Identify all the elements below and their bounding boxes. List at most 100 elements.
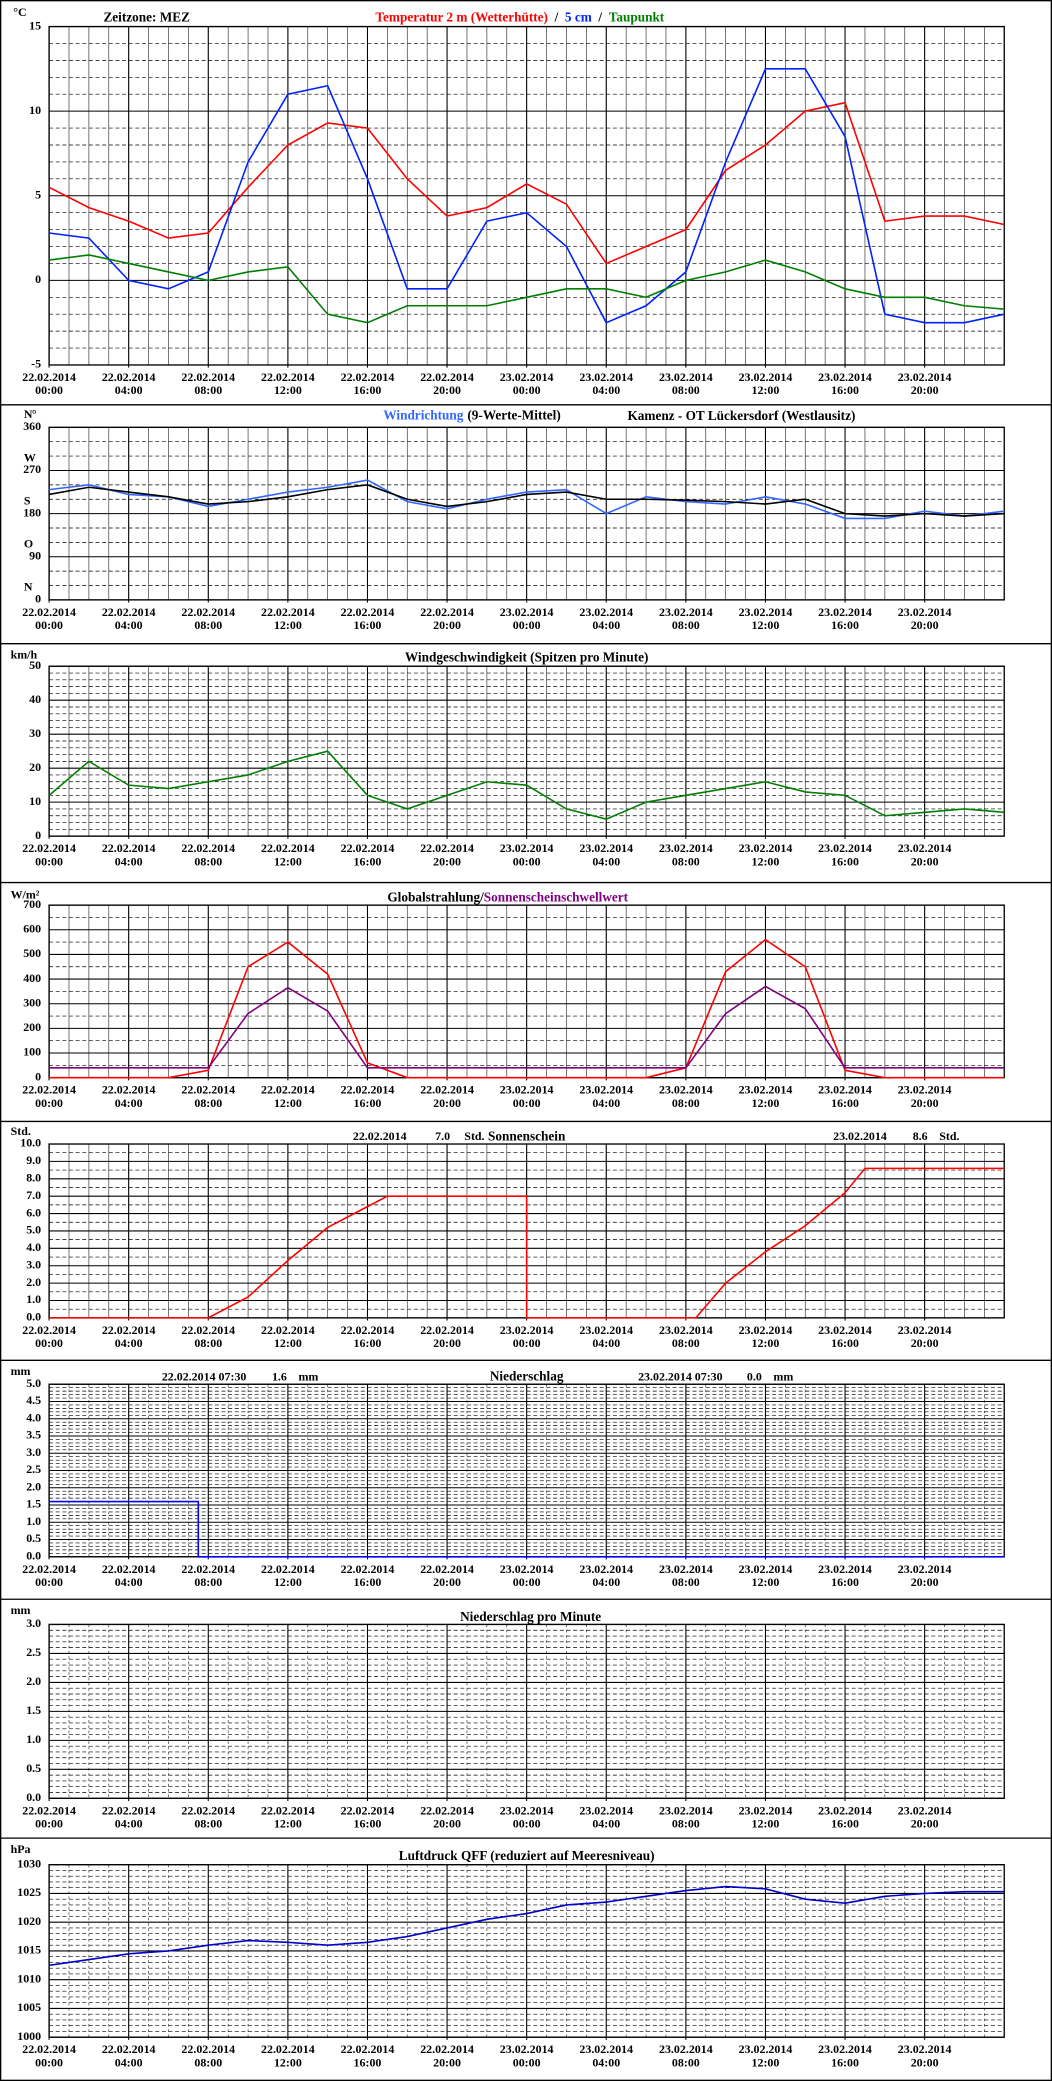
y-tick-label: 4.0 [26,1410,41,1424]
x-tick-label: 22.02.2014 [102,1803,156,1817]
y-tick-label: 1005 [17,2000,41,2014]
y-tick-label: 1.0 [26,1732,41,1746]
x-tick-label: 23.02.2014 [500,1562,554,1576]
data-line [48,750,1005,820]
x-tick-label: 22.02.2014 [181,370,235,384]
x-tick-label: 23.02.2014 [579,1083,633,1097]
annotation: 8.6 [913,1129,928,1143]
x-tick-label: 20:00 [433,1096,461,1110]
y-tick-label: 4.5 [26,1393,41,1407]
x-tick-label: 22.02.2014 [102,605,156,619]
x-tick-label: 00:00 [513,618,541,632]
y-tick-label: 0.0 [26,1310,41,1324]
y-tick-label: 90 [29,548,41,562]
legend-entry: Sonnenscheinschwellwert [484,890,629,905]
x-tick-label: 22.02.2014 [102,1323,156,1337]
compass-label: O [24,537,33,551]
chart-title: Temperatur 2 m (Wetterhütte) / 5 cm / Taupun… [375,10,664,25]
x-tick-label: 23.02.2014 [579,1562,633,1576]
annotation: 7.0 [435,1129,450,1143]
x-tick-label: 23.02.2014 [579,2042,633,2056]
x-tick-label: 08:00 [194,383,222,397]
y-tick-label: 0.5 [26,1761,41,1775]
x-tick-label: 16:00 [831,1336,859,1350]
unit-label: Std. [11,1124,31,1138]
x-tick-label: 04:00 [115,1575,143,1589]
y-tick-label: 2.5 [26,1462,41,1476]
x-tick-label: 20:00 [911,383,939,397]
y-tick-label: 5 [35,187,41,201]
x-tick-label: 22.02.2014 [261,1083,315,1097]
x-tick-label: 22.02.2014 [102,1562,156,1576]
x-tick-label: 22.02.2014 [102,1083,156,1097]
unit-label: mm [11,1603,31,1617]
x-tick-label: 04:00 [115,618,143,632]
title-separator: / [479,890,484,905]
x-tick-label: 22.02.2014 [181,1083,235,1097]
x-tick-label: 08:00 [672,383,700,397]
y-tick-label: 10 [29,794,41,808]
x-tick-label: 08:00 [672,2055,700,2069]
y-tick-label: 0 [35,828,41,842]
x-tick-label: 12:00 [752,2055,780,2069]
x-tick-label: 22.02.2014 [102,841,156,855]
y-tick-label: 2.0 [26,1275,41,1289]
x-tick-label: 22.02.2014 [261,2042,315,2056]
x-tick-label: 08:00 [194,1336,222,1350]
x-tick-label: 23.02.2014 [659,1323,713,1337]
x-tick-label: 23.02.2014 [659,2042,713,2056]
y-tick-label: 1.5 [26,1703,41,1717]
y-tick-label: 5.0 [26,1223,41,1237]
x-tick-label: 08:00 [194,618,222,632]
annotation: Std. [464,1129,484,1143]
x-tick-label: 23.02.2014 [818,841,872,855]
plot-frame [48,665,1005,837]
x-tick-label: 00:00 [513,1817,541,1831]
y-tick-label: 1030 [17,1856,41,1870]
y-tick-label: 1.0 [26,1514,41,1528]
x-tick-label: 20:00 [433,383,461,397]
x-tick-label: 22.02.2014 [420,1562,474,1576]
y-tick-label: 15 [29,18,41,32]
x-tick-label: 23.02.2014 [659,605,713,619]
x-tick-label: 04:00 [115,854,143,868]
x-tick-label: 22.02.2014 [22,2042,76,2056]
x-tick-label: 04:00 [592,1336,620,1350]
x-tick-label: 22.02.2014 [181,841,235,855]
x-tick-label: 04:00 [592,383,620,397]
y-tick-label: 1020 [17,1914,41,1928]
legend-entry: (9-Werte-Mittel) [467,408,560,423]
unit-label: km/h [11,647,38,661]
x-tick-label: 00:00 [35,1817,63,1831]
x-tick-label: 23.02.2014 [579,605,633,619]
x-tick-label: 23.02.2014 [659,841,713,855]
x-tick-label: 23.02.2014 [898,1562,952,1576]
x-tick-label: 20:00 [433,854,461,868]
x-tick-label: 22.02.2014 [261,1562,315,1576]
x-tick-label: 16:00 [354,1817,382,1831]
x-tick-label: 12:00 [752,1817,780,1831]
title-separator: / [597,10,602,25]
x-tick-label: 22.02.2014 [341,605,395,619]
y-tick-label: 5.0 [26,1376,41,1390]
data-line [48,479,1005,520]
annotation: 22.02.2014 07:30 [162,1369,247,1383]
x-tick-label: 22.02.2014 [22,1323,76,1337]
data-line [49,938,1005,1079]
chart-title: Niederschlag pro Minute [460,1609,601,1624]
y-tick-label: 1010 [17,1971,41,1985]
y-tick-label: 0 [35,272,41,286]
x-tick-label: 22.02.2014 [261,370,315,384]
chart-title: Globalstrahlung/Sonnenscheinschwellwert [387,890,628,905]
x-tick-label: 23.02.2014 [898,1083,952,1097]
x-tick-label: 00:00 [35,2055,63,2069]
y-tick-label: 7.0 [26,1188,41,1202]
x-tick-label: 12:00 [752,1336,780,1350]
x-tick-label: 23.02.2014 [579,1803,633,1817]
x-tick-label: 16:00 [831,1575,859,1589]
x-tick-label: 00:00 [513,1336,541,1350]
x-tick-label: 23.02.2014 [659,1803,713,1817]
x-tick-label: 20:00 [911,2055,939,2069]
x-tick-label: 23.02.2014 [500,605,554,619]
